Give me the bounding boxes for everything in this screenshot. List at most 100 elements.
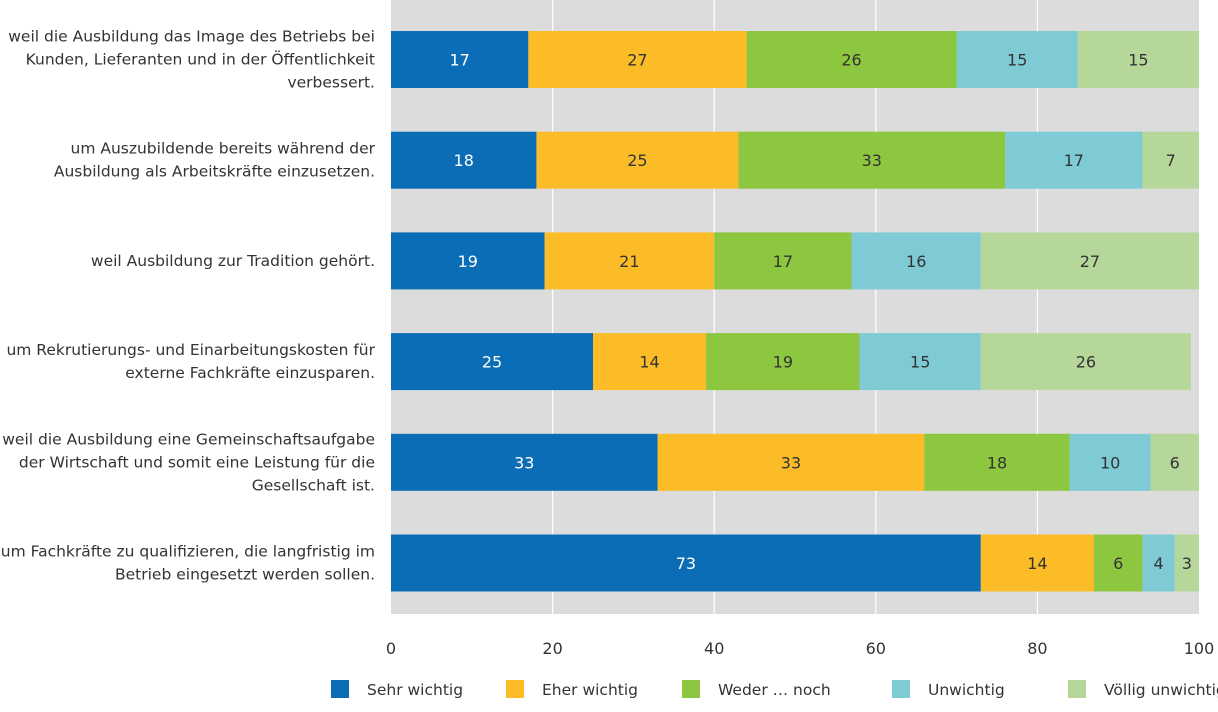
category-label-line: Ausbildung als Arbeitskräfte einzusetzen… <box>54 163 375 181</box>
category-label-3: weil Ausbildung zur Tradition gehört. <box>91 252 375 270</box>
bar-value-label: 33 <box>781 453 801 472</box>
bar-value-label: 6 <box>1170 453 1180 472</box>
bar-value-label: 3 <box>1182 554 1192 573</box>
legend-label-3: Weder … noch <box>718 681 831 699</box>
bar-value-label: 6 <box>1113 554 1123 573</box>
category-label-line: um Auszubildende bereits während der <box>71 140 376 158</box>
bars: 17 27 26 15 15 18 25 33 17 7 19 21 17 16 27 25 14 19 15 26 3… <box>391 31 1199 592</box>
category-label-4: um Rekrutierungs- und Einarbeitungskoste… <box>6 341 375 382</box>
category-label-line: Betrieb eingesetzt werden sollen. <box>115 566 375 584</box>
category-label-line: verbessert. <box>287 74 375 92</box>
bar-value-label: 33 <box>862 151 882 170</box>
bar-value-label: 15 <box>1007 51 1027 70</box>
legend-swatch-2 <box>506 680 524 698</box>
bar-segment-1-5 <box>1077 31 1199 88</box>
category-label-line: der Wirtschaft und somit eine Leistung f… <box>19 453 375 471</box>
category-label-line: um Rekrutierungs- und Einarbeitungskoste… <box>6 341 375 359</box>
bar-value-label: 25 <box>627 151 647 170</box>
legend-label-1: Sehr wichtig <box>367 681 463 699</box>
bar-value-label: 14 <box>639 353 659 372</box>
bar-segment-5-2 <box>657 433 925 491</box>
bar-value-label: 33 <box>514 453 534 472</box>
category-labels: weil die Ausbildung das Image des Betrie… <box>1 28 376 584</box>
legend-label-5: Völlig unwichtig <box>1104 681 1218 699</box>
bar-value-label: 25 <box>482 353 502 372</box>
x-tick-label-0: 0 <box>386 639 396 658</box>
bar-segment-4-1 <box>391 333 593 391</box>
bar-segment-3-1 <box>391 232 545 290</box>
category-label-line: weil die Ausbildung eine Gemeinschaftsau… <box>2 430 375 448</box>
category-label-2: um Auszubildende bereits während der Ausb… <box>54 140 376 181</box>
bar-value-label: 17 <box>1064 151 1084 170</box>
bar-segment-4-5 <box>980 333 1191 391</box>
x-tick-label-60: 60 <box>866 639 886 658</box>
legend-swatch-3 <box>682 680 700 698</box>
bar-segment-6-5 <box>1174 534 1199 592</box>
bar-value-label: 16 <box>906 252 926 271</box>
bar-segment-3-4 <box>851 232 981 290</box>
legend-swatch-1 <box>331 680 349 698</box>
bar-segment-4-3 <box>706 333 860 391</box>
legend-swatch-4 <box>892 680 910 698</box>
bar-value-label: 7 <box>1166 151 1176 170</box>
bar-value-label: 15 <box>1128 51 1148 70</box>
bar-value-label: 17 <box>450 51 470 70</box>
category-label-line: Gesellschaft ist. <box>252 476 375 494</box>
bar-segment-4-2 <box>593 333 707 391</box>
category-label-line: externe Fachkräfte einzusparen. <box>125 364 375 382</box>
x-tick-label-20: 20 <box>542 639 562 658</box>
legend-label-4: Unwichtig <box>928 681 1005 699</box>
bar-segment-6-2 <box>980 534 1094 592</box>
bar-segment-5-1 <box>391 433 658 491</box>
plot-area <box>391 0 1199 614</box>
category-label-line: um Fachkräfte zu qualifizieren, die lang… <box>1 543 375 561</box>
bar-segment-4-4 <box>859 333 981 391</box>
x-tick-label-80: 80 <box>1027 639 1047 658</box>
bar-segment-5-4 <box>1069 433 1151 491</box>
bar-segment-2-5 <box>1142 131 1199 189</box>
bar-value-label: 4 <box>1154 554 1164 573</box>
bar-segment-5-3 <box>924 433 1070 491</box>
category-label-1: weil die Ausbildung das Image des Betrie… <box>8 28 375 92</box>
bar-value-label: 27 <box>1080 252 1100 271</box>
bar-segment-3-2 <box>544 232 715 290</box>
x-tick-label-40: 40 <box>704 639 724 658</box>
category-label-5: weil die Ausbildung eine Gemeinschaftsau… <box>2 430 375 494</box>
bar-segment-3-3 <box>714 232 852 290</box>
bar-value-label: 26 <box>1076 353 1096 372</box>
x-tick-label-100: 100 <box>1184 639 1215 658</box>
bar-segment-6-3 <box>1093 534 1143 592</box>
bar-value-label: 18 <box>454 151 474 170</box>
category-label-line: Kunden, Lieferanten und in der Öffentlic… <box>26 50 375 69</box>
category-label-line: weil die Ausbildung das Image des Betrie… <box>8 28 375 46</box>
category-label-6: um Fachkräfte zu qualifizieren, die lang… <box>1 543 375 584</box>
legend: Sehr wichtig Eher wichtig Weder … noch Unwi… <box>331 680 1218 699</box>
gridlines <box>551 0 1039 614</box>
bar-value-label: 26 <box>841 51 861 70</box>
bar-value-label: 10 <box>1100 453 1120 472</box>
bar-value-label: 73 <box>676 554 696 573</box>
bar-segment-1-3 <box>746 31 957 88</box>
bar-segment-1-2 <box>528 31 747 88</box>
x-axis: 0 20 40 60 80 100 <box>386 639 1214 658</box>
legend-swatch-5 <box>1068 680 1086 698</box>
bar-value-label: 19 <box>773 353 793 372</box>
bar-value-label: 21 <box>619 252 639 271</box>
legend-label-2: Eher wichtig <box>542 681 638 699</box>
category-label-line: weil Ausbildung zur Tradition gehört. <box>91 252 375 270</box>
bar-value-label: 15 <box>910 353 930 372</box>
bar-segment-2-4 <box>1005 131 1143 189</box>
bar-segment-1-4 <box>956 31 1078 88</box>
bar-segment-1-1 <box>391 31 529 88</box>
bar-value-label: 27 <box>627 51 647 70</box>
bar-segment-2-1 <box>391 131 537 189</box>
bar-value-label: 18 <box>987 453 1007 472</box>
bar-segment-2-3 <box>738 131 1006 189</box>
bar-segment-6-1 <box>391 534 981 592</box>
bar-segment-2-2 <box>536 131 739 189</box>
bar-value-label: 14 <box>1027 554 1047 573</box>
bar-value-label: 19 <box>458 252 478 271</box>
bar-segment-3-5 <box>980 232 1199 290</box>
